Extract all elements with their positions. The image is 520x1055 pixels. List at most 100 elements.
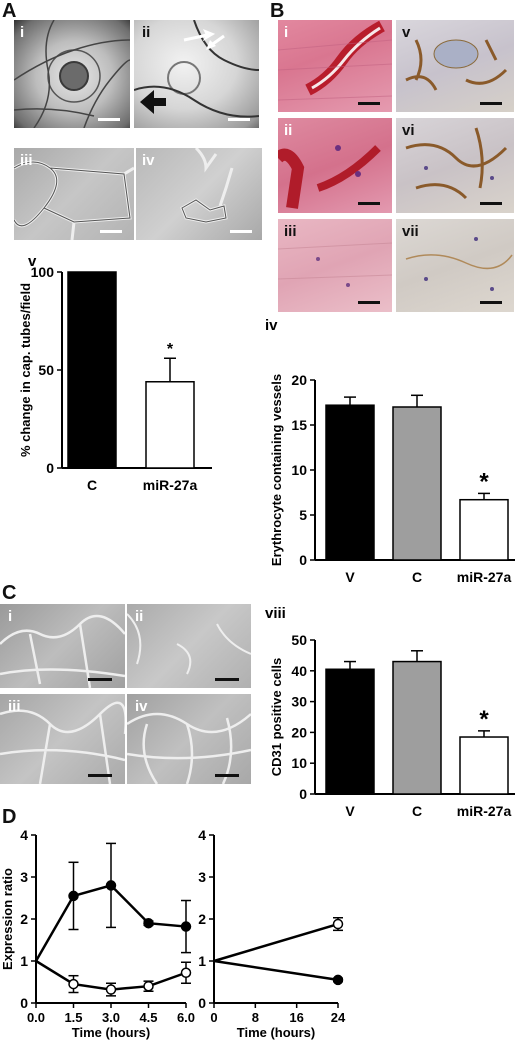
image-label: vii	[402, 223, 419, 240]
data-point-open	[180, 967, 192, 979]
image-label: ii	[284, 122, 293, 139]
scale-bar	[88, 774, 112, 777]
scale-bar	[100, 230, 122, 233]
bar	[392, 660, 442, 795]
chart-panel-label: v	[28, 253, 37, 270]
scale-bar	[215, 774, 239, 777]
panel-letter-b: B	[270, 0, 285, 22]
y-tick-label: 4	[20, 827, 28, 843]
image-label: ii	[142, 24, 151, 41]
x-tick-label: 16	[289, 1010, 303, 1025]
data-point-open	[143, 980, 154, 992]
x-axis-label: Time (hours)	[237, 1025, 316, 1040]
y-tick-label: 4	[198, 827, 206, 843]
x-tick-label: miR-27a	[143, 477, 198, 493]
x-tick-label: C	[87, 477, 97, 493]
y-tick-label: 2	[20, 911, 28, 927]
micrograph-a-ii: ii	[134, 20, 259, 128]
bar	[459, 498, 509, 561]
y-tick-label: 3	[198, 869, 206, 885]
chart-b-viii: 0 10 20 30 40 50 CD31 positive cells viii V C * miR…	[265, 605, 515, 819]
data-point-filled	[68, 890, 79, 902]
y-tick-label: 0	[198, 995, 206, 1011]
image-label: iii	[284, 223, 297, 240]
x-tick-label: 4.5	[139, 1010, 157, 1025]
panel-letter-c: C	[2, 582, 17, 604]
data-point-open	[105, 984, 117, 995]
image-label: i	[284, 24, 289, 41]
panel-letter-d: D	[2, 806, 17, 828]
significance-marker: *	[479, 468, 489, 495]
image-label: i	[8, 608, 13, 625]
significance-marker: *	[167, 341, 174, 358]
micrograph-c-i: i	[0, 604, 125, 688]
y-tick-label: 0	[299, 786, 307, 802]
bar	[325, 404, 375, 561]
scale-bar	[480, 202, 502, 205]
image-label: iv	[142, 152, 155, 169]
y-tick-label: 10	[291, 462, 307, 478]
micrograph-a-i: i	[14, 20, 130, 128]
micrograph-a-iv: iv	[136, 148, 262, 240]
chart-d-right: 0 1 2 3 4 0 8 16 24 Time (hours)	[198, 827, 346, 1040]
series-line	[213, 922, 339, 963]
x-tick-label: 24	[331, 1010, 346, 1025]
x-tick-label: 3.0	[102, 1010, 120, 1025]
chart-a-v: 0 50 100 % change in cap. tubes/field v C * miR…	[18, 253, 212, 493]
bar	[145, 381, 195, 469]
image-label: ii	[135, 608, 144, 625]
micrograph-b-i: i	[278, 20, 392, 112]
arrow-icon	[183, 29, 216, 42]
x-tick-label: V	[345, 803, 355, 819]
x-tick-label: miR-27a	[457, 569, 512, 585]
image-label: iv	[135, 698, 148, 715]
bar	[459, 736, 509, 795]
y-tick-label: 1	[20, 953, 28, 969]
x-tick-label: 6.0	[177, 1010, 195, 1025]
x-axis-label: Time (hours)	[72, 1025, 151, 1040]
x-tick-label: miR-27a	[457, 803, 512, 819]
y-tick-label: 20	[291, 724, 307, 740]
scale-bar	[358, 202, 380, 205]
x-tick-label: 0	[210, 1010, 217, 1025]
image-label: iii	[20, 152, 33, 169]
arrow-icon	[206, 34, 225, 50]
chart-d-left: 0 1 2 3 4 0.0 1.5 3.0 4.5 6.0 Time (hours) Expressi…	[0, 827, 195, 1040]
data-point-open	[332, 918, 344, 930]
series-line	[213, 959, 339, 982]
panel-letter-a: A	[2, 0, 17, 22]
scale-bar	[228, 118, 250, 121]
x-tick-label: 1.5	[64, 1010, 82, 1025]
micrograph-c-iv: iv	[127, 694, 251, 784]
y-tick-label: 2	[198, 911, 206, 927]
scale-bar	[215, 678, 239, 681]
y-tick-label: 30	[291, 694, 307, 710]
y-tick-label: 10	[291, 755, 307, 771]
x-tick-label: 8	[252, 1010, 259, 1025]
y-tick-label: 50	[38, 362, 54, 378]
y-axis-label: % change in cap. tubes/field	[18, 283, 33, 457]
x-tick-label: C	[412, 803, 422, 819]
scale-bar	[480, 102, 502, 105]
image-label: i	[20, 24, 25, 41]
y-axis-label: Expression ratio	[0, 868, 15, 970]
y-tick-label: 100	[31, 264, 55, 280]
chart-panel-label: iv	[265, 317, 278, 334]
scale-bar	[358, 301, 380, 304]
y-tick-label: 20	[291, 372, 307, 388]
bar	[392, 406, 442, 561]
micrograph-b-ii: ii	[278, 118, 392, 213]
image-label: vi	[402, 122, 415, 139]
y-tick-label: 1	[198, 953, 206, 969]
micrograph-b-iii: iii	[278, 219, 392, 312]
y-tick-label: 0	[299, 552, 307, 568]
data-point-filled	[332, 974, 344, 986]
x-tick-label: 0.0	[27, 1010, 45, 1025]
scale-bar	[88, 678, 112, 681]
x-tick-label: V	[345, 569, 355, 585]
y-tick-label: 5	[299, 507, 307, 523]
y-tick-label: 0	[20, 995, 28, 1011]
micrograph-b-vii: vii	[396, 219, 514, 312]
micrograph-c-ii: ii	[127, 604, 251, 688]
scale-bar	[230, 230, 252, 233]
